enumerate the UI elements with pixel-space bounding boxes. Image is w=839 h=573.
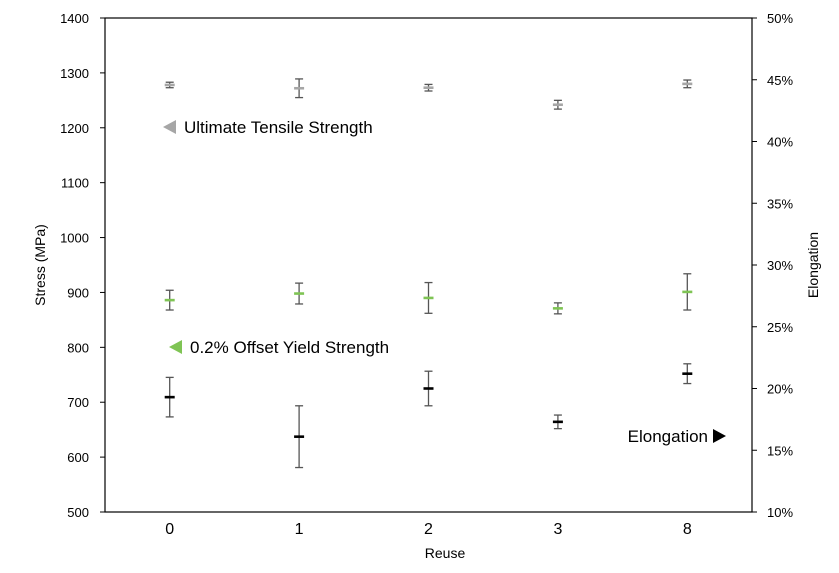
x-axis-title: Reuse <box>425 545 466 561</box>
y2-tick-label: 50% <box>767 11 793 26</box>
annotation-elongation-label: Elongation <box>628 427 708 446</box>
y-tick-label: 1000 <box>60 231 89 246</box>
y-tick-label: 1100 <box>61 176 89 191</box>
y2-tick-label: 25% <box>767 320 793 335</box>
y-tick-label: 600 <box>67 450 89 465</box>
triangle-left-icon <box>163 120 176 134</box>
x-category-label: 1 <box>295 521 304 538</box>
y2-tick-label: 20% <box>767 382 793 397</box>
annotation-yield: 0.2% Offset Yield Strength <box>169 338 389 357</box>
annotation-uts-label: Ultimate Tensile Strength <box>184 118 373 137</box>
y2-axis-title: Elongation <box>805 232 821 298</box>
y2-tick-label: 30% <box>767 258 793 273</box>
left-y-axis: 500 600 700 800 900 1000 1100 1200 1300 1400 <box>60 11 105 520</box>
series-layer <box>164 78 693 469</box>
annotation-elongation: Elongation <box>628 427 726 446</box>
y-tick-label: 800 <box>67 340 89 355</box>
series-ultimate-tensile-strength <box>164 78 693 110</box>
x-axis: 0 1 2 3 8 <box>165 521 692 538</box>
y-axis-title: Stress (MPa) <box>32 224 48 306</box>
right-y-axis: 10% 15% 20% 25% 30% 35% 40% 45% 50% <box>752 11 793 520</box>
y2-tick-label: 40% <box>767 135 793 150</box>
y2-tick-label: 15% <box>767 443 793 458</box>
x-category-label: 0 <box>165 521 174 538</box>
x-category-label: 2 <box>424 521 433 538</box>
y2-tick-label: 35% <box>767 196 793 211</box>
y-tick-label: 700 <box>67 395 89 410</box>
y-tick-label: 1200 <box>60 121 89 136</box>
triangle-right-icon <box>713 429 726 443</box>
y-tick-label: 1400 <box>60 11 89 26</box>
y-tick-label: 500 <box>67 505 89 520</box>
annotation-yield-label: 0.2% Offset Yield Strength <box>190 338 389 357</box>
y2-tick-label: 45% <box>767 73 793 88</box>
x-category-label: 8 <box>683 521 692 538</box>
series-elongation <box>164 363 693 469</box>
annotation-uts: Ultimate Tensile Strength <box>163 118 373 137</box>
y2-tick-label: 10% <box>767 505 793 520</box>
triangle-left-icon <box>169 340 182 354</box>
x-category-label: 3 <box>553 521 562 538</box>
y-tick-label: 1300 <box>60 66 89 81</box>
series-0-2-offset-yield-strength <box>164 273 693 315</box>
y-tick-label: 900 <box>67 285 89 300</box>
